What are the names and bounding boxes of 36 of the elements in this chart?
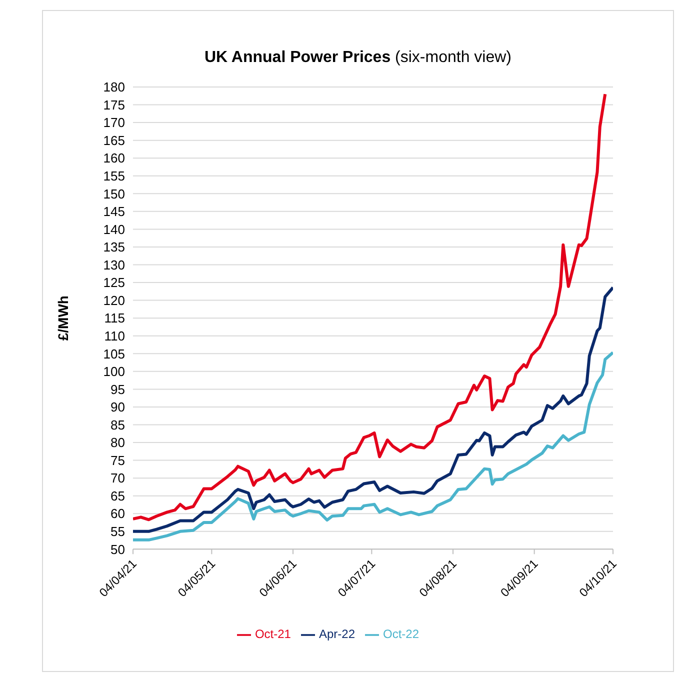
y-tick-label: 90: [110, 400, 125, 415]
y-tick-label: 135: [103, 240, 125, 255]
y-tick-label: 80: [110, 435, 125, 450]
y-tick-label: 165: [103, 132, 125, 148]
y-tick-label: 125: [103, 275, 125, 290]
y-tick-label: 95: [110, 382, 125, 397]
chart-subtitle: (six-month view): [395, 49, 512, 66]
y-tick-label: 140: [103, 222, 125, 237]
line-series: [133, 351, 613, 542]
y-tick-label: 70: [110, 470, 125, 486]
legend-label: Oct-21: [254, 627, 291, 642]
y-tick-label: 130: [103, 257, 125, 272]
y-tick-label: 115: [104, 310, 125, 326]
y-tick-label: 110: [104, 328, 125, 344]
y-tick-label: 145: [103, 204, 125, 220]
chart-title: UK Annual Power Prices: [204, 49, 391, 66]
y-axis-title: £/MWh: [54, 296, 71, 341]
legend-label: Apr-22: [318, 627, 356, 642]
y-tick-label: 170: [103, 115, 125, 130]
y-tick-label: 100: [103, 364, 125, 380]
y-tick-label: 155: [103, 168, 125, 184]
y-tick-label: 180: [103, 80, 125, 95]
y-tick-label: 120: [103, 292, 125, 308]
y-tick-label: 60: [110, 506, 125, 522]
y-tick-label: 85: [110, 417, 125, 432]
y-tick-label: 150: [103, 186, 125, 202]
y-tick-label: 50: [110, 542, 125, 557]
y-tick-label: 105: [103, 346, 125, 362]
y-tick-label: 65: [110, 488, 125, 504]
y-tick-label: 55: [110, 524, 125, 540]
y-tick-label: 160: [103, 150, 125, 166]
legend-label: Oct-22: [383, 627, 420, 642]
line-series: [133, 92, 607, 522]
y-tick-label: 175: [103, 97, 125, 112]
line-series: [133, 286, 613, 533]
y-tick-label: 75: [110, 452, 125, 468]
